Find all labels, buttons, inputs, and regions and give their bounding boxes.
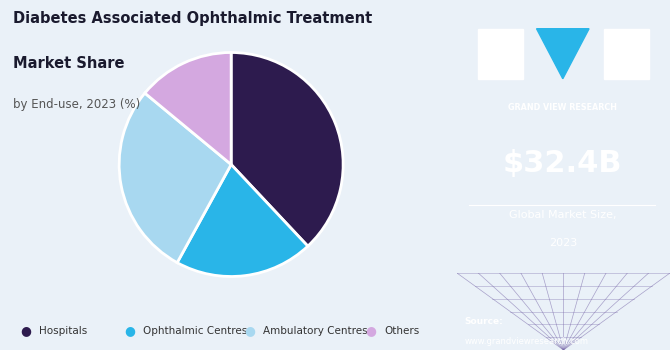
Wedge shape <box>145 52 231 164</box>
Text: Others: Others <box>384 326 419 336</box>
Text: Diabetes Associated Ophthalmic Treatment: Diabetes Associated Ophthalmic Treatment <box>13 10 373 26</box>
Text: Global Market Size,: Global Market Size, <box>509 210 616 220</box>
Wedge shape <box>119 93 231 262</box>
Bar <box>604 29 649 79</box>
Text: 2023: 2023 <box>549 238 577 248</box>
Text: Hospitals: Hospitals <box>39 326 87 336</box>
Wedge shape <box>177 164 308 276</box>
Text: $32.4B: $32.4B <box>503 149 622 178</box>
Text: Source:: Source: <box>464 316 503 326</box>
Text: ●: ● <box>245 324 255 337</box>
Text: by End-use, 2023 (%): by End-use, 2023 (%) <box>13 98 141 111</box>
Text: Ophthalmic Centres: Ophthalmic Centres <box>143 326 247 336</box>
Text: Market Share: Market Share <box>13 56 125 71</box>
Text: GRAND VIEW RESEARCH: GRAND VIEW RESEARCH <box>509 103 617 112</box>
Text: www.grandviewresearch.com: www.grandviewresearch.com <box>464 337 588 346</box>
Wedge shape <box>231 52 343 246</box>
Text: ●: ● <box>20 324 31 337</box>
Text: Ambulatory Centres: Ambulatory Centres <box>263 326 368 336</box>
Bar <box>478 29 523 79</box>
Text: ●: ● <box>124 324 135 337</box>
Polygon shape <box>537 29 589 79</box>
Text: ●: ● <box>365 324 376 337</box>
